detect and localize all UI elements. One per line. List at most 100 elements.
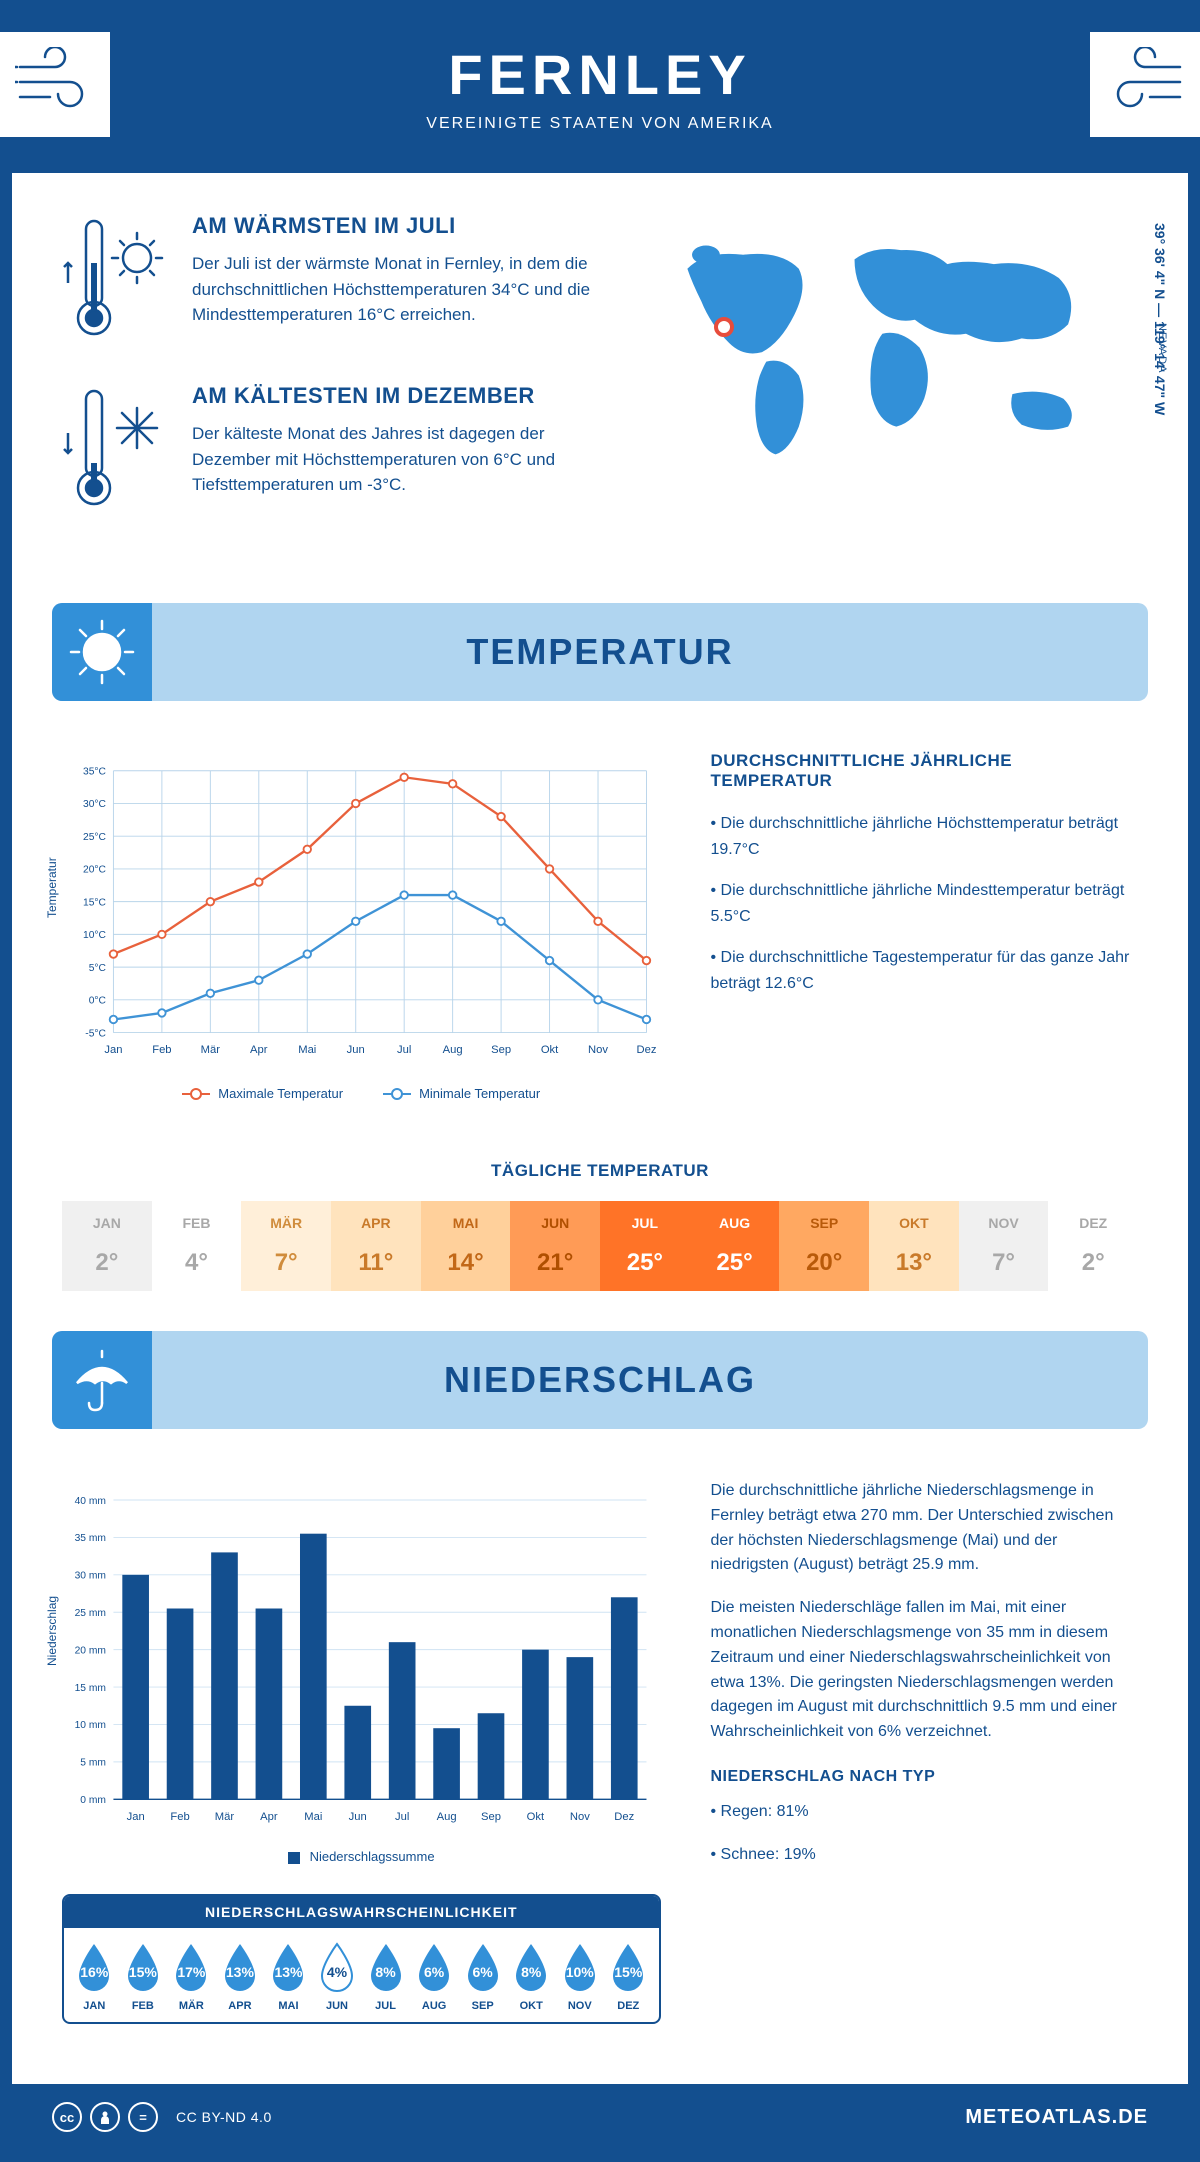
raindrop-icon: 15% [607,1942,649,1994]
intro-section: AM WÄRMSTEN IM JULI Der Juli ist der wär… [12,173,1188,583]
svg-text:Nov: Nov [570,1811,590,1823]
dt-month: JUL [604,1215,686,1231]
svg-text:5 mm: 5 mm [80,1758,106,1769]
probability-drop: 4% JUN [313,1942,362,2012]
drop-value: 16% [80,1964,108,1980]
rain-type-title: NIEDERSCHLAG NACH TYP [711,1765,1139,1790]
svg-text:15 mm: 15 mm [75,1683,106,1694]
svg-text:Jul: Jul [395,1811,409,1823]
temperature-info: DURCHSCHNITTLICHE JÄHRLICHE TEMPERATUR •… [711,751,1139,1101]
svg-text:20°C: 20°C [83,865,107,876]
brand-label: METEOATLAS.DE [965,2106,1148,2129]
daily-temp-cell: AUG 25° [690,1201,780,1291]
dt-month: MAI [425,1215,507,1231]
svg-text:Jul: Jul [397,1044,411,1056]
dt-value: 14° [425,1249,507,1277]
rain-type-1: • Regen: 81% [711,1800,1139,1825]
page-title: FERNLEY [32,42,1168,107]
probability-drop: 8%JUL [361,1942,410,2012]
warmest-text: AM WÄRMSTEN IM JULI Der Juli ist der wär… [192,213,605,348]
sun-icon [52,603,152,701]
svg-text:Jan: Jan [127,1811,145,1823]
svg-text:Dez: Dez [614,1811,634,1823]
dt-month: APR [335,1215,417,1231]
warmest-title: AM WÄRMSTEN IM JULI [192,213,605,239]
svg-text:30°C: 30°C [83,799,107,810]
dt-month: NOV [963,1215,1045,1231]
rain-p2: Die meisten Niederschläge fallen im Mai,… [711,1596,1139,1745]
dt-month: JUN [514,1215,596,1231]
temperature-banner: TEMPERATUR [52,603,1148,701]
svg-text:0 mm: 0 mm [80,1795,106,1806]
drop-month: OKT [507,2000,556,2012]
coldest-text: AM KÄLTESTEN IM DEZEMBER Der kälteste Mo… [192,383,605,518]
dt-value: 2° [66,1249,148,1277]
drop-month: JUN [313,2000,362,2012]
daily-temp-cell: JUL25° [600,1201,690,1291]
svg-text:Mär: Mär [201,1044,221,1056]
drop-month: JAN [70,2000,119,2012]
probability-drop: 6% AUG [410,1942,459,2012]
temp-ylabel: Temperatur [45,857,59,918]
svg-text:Okt: Okt [541,1044,559,1056]
rain-ylabel: Niederschlag [45,1596,59,1666]
raindrop-icon: 13% [267,1942,309,1994]
svg-text:40 mm: 40 mm [75,1496,106,1507]
svg-text:5°C: 5°C [89,963,107,974]
dt-month: AUG [694,1215,776,1231]
cc-icon: cc [52,2102,82,2132]
drop-value: 8% [375,1964,395,1980]
thermometer-cold-icon [62,383,172,518]
dt-value: 7° [963,1249,1045,1277]
drop-month: SEP [458,2000,507,2012]
rain-legend-swatch [288,1852,300,1864]
probability-drop: 8% OKT [507,1942,556,2012]
svg-text:Sep: Sep [491,1044,511,1056]
thermometer-hot-icon [62,213,172,348]
raindrop-icon: 8% [365,1942,407,1994]
warmest-block: AM WÄRMSTEN IM JULI Der Juli ist der wär… [62,213,605,348]
page-subtitle: VEREINIGTE STAATEN VON AMERIKA [32,115,1168,133]
raindrop-icon: 6% [462,1942,504,1994]
legend-min-label: Minimale Temperatur [419,1086,540,1101]
location-marker-icon [714,317,734,337]
svg-text:0°C: 0°C [89,996,107,1007]
raindrop-icon: 10% [559,1942,601,1994]
drop-month: FEB [119,2000,168,2012]
wind-icon-left [0,32,110,137]
dt-value: 25° [694,1249,776,1277]
coldest-desc: Der kälteste Monat des Jahres ist dagege… [192,421,605,498]
svg-text:Sep: Sep [481,1811,501,1823]
svg-text:Feb: Feb [170,1811,189,1823]
svg-text:-5°C: -5°C [85,1028,106,1039]
dt-month: OKT [873,1215,955,1231]
drop-month: AUG [410,2000,459,2012]
daily-temp-cell: FEB4° [152,1201,242,1291]
drop-value: 6% [473,1964,493,1980]
probability-drop: 13%MAI [264,1942,313,2012]
drop-value: 13% [274,1964,302,1980]
temperature-section: Temperatur -5°C0°C5°C10°C15°C20°C25°C30°… [12,721,1188,1131]
nd-icon: = [128,2102,158,2132]
svg-text:10°C: 10°C [83,930,107,941]
drop-month: DEZ [604,2000,653,2012]
precipitation-info: Die durchschnittliche jährliche Niedersc… [711,1479,1139,2024]
drop-value: 10% [566,1964,594,1980]
precipitation-banner: NIEDERSCHLAG [52,1331,1148,1429]
daily-temp-cell: OKT13° [869,1201,959,1291]
daily-temp-cell: SEP20° [779,1201,869,1291]
drop-value: 15% [614,1964,642,1980]
drop-value: 8% [521,1964,541,1980]
svg-text:20 mm: 20 mm [75,1645,106,1656]
svg-text:10 mm: 10 mm [75,1720,106,1731]
raindrop-icon: 15% [122,1942,164,1994]
daily-temp-cell: NOV 7° [959,1201,1049,1291]
temp-bullet-0: • Die durchschnittliche jährliche Höchst… [711,811,1139,862]
temp-legend: .legend-item:nth-child(1) .legend-mark::… [62,1086,661,1101]
dt-month: MÄR [245,1215,327,1231]
coordinates: 39° 36' 4" N — 119° 14' 47" W [1152,223,1168,415]
raindrop-icon: 4% [316,1942,358,1994]
raindrop-icon: 6% [413,1942,455,1994]
world-map [645,213,1138,473]
svg-text:Aug: Aug [443,1044,463,1056]
